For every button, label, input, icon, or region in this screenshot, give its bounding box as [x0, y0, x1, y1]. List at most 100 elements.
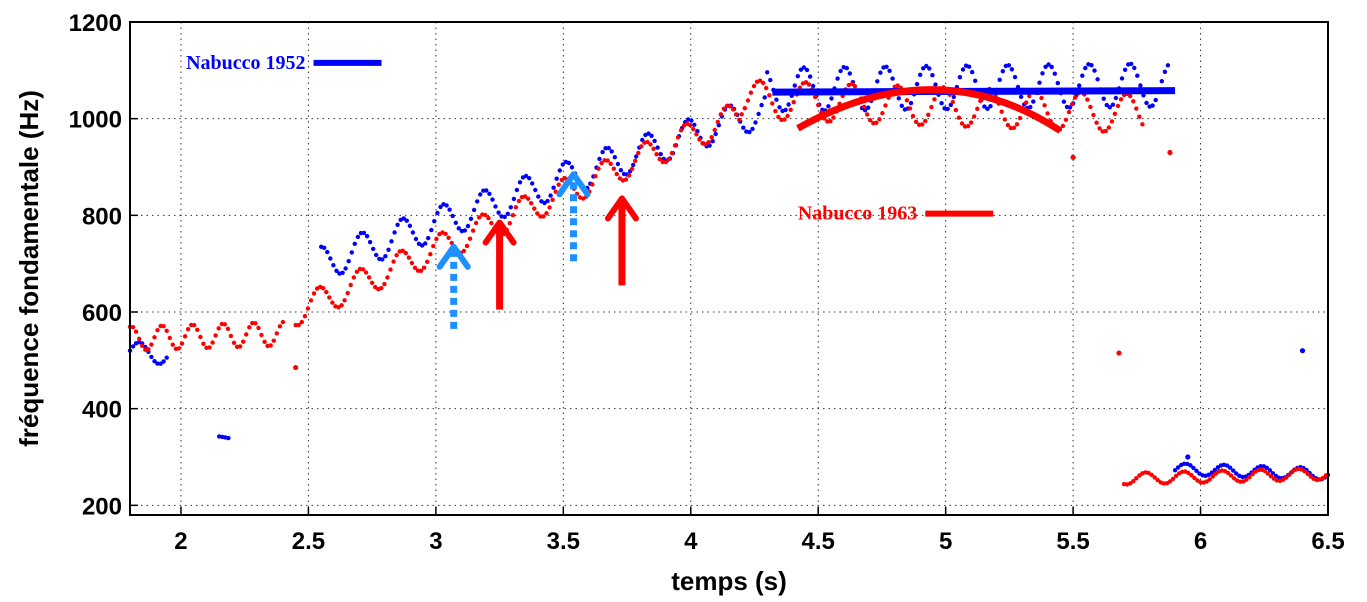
data-point [340, 270, 345, 275]
outlier-point [1299, 348, 1306, 354]
data-point [507, 221, 512, 226]
data-point [369, 280, 375, 285]
data-point [741, 125, 746, 130]
data-point [1012, 74, 1018, 80]
data-point [617, 176, 623, 181]
data-point [426, 235, 431, 241]
data-point [522, 194, 528, 199]
data-point [1228, 473, 1234, 478]
data-point [1131, 99, 1136, 104]
data-point [1067, 105, 1073, 110]
data-point [345, 290, 350, 296]
data-point [464, 243, 470, 249]
data-point [1060, 123, 1066, 129]
data-point [910, 113, 916, 119]
data-point [675, 135, 681, 140]
data-point [1244, 477, 1249, 482]
data-point [413, 236, 419, 242]
data-point [1000, 69, 1005, 74]
data-point [600, 149, 605, 155]
data-point [394, 253, 399, 258]
data-point [351, 275, 356, 280]
data-point [1210, 474, 1216, 479]
data-point [692, 122, 697, 128]
data-point [1052, 71, 1058, 76]
data-point [551, 185, 556, 190]
data-point [429, 227, 434, 233]
data-point [1132, 65, 1137, 71]
data-point [176, 346, 182, 351]
data-point [742, 106, 747, 111]
data-point [1305, 471, 1310, 476]
data-point [804, 67, 810, 73]
data-point [932, 97, 937, 102]
data-point [968, 120, 974, 125]
data-point [606, 145, 611, 151]
data-point [648, 142, 653, 147]
x-tick-label: 4 [684, 528, 698, 555]
data-point [678, 128, 684, 133]
data-point [415, 268, 421, 273]
arrow-head [604, 195, 639, 222]
data-point [651, 146, 656, 151]
data-point [733, 112, 739, 117]
data-point [831, 115, 836, 120]
data-point [428, 252, 433, 257]
data-point [514, 187, 520, 193]
data-point [965, 124, 971, 129]
data-point [453, 220, 458, 225]
data-point [1005, 122, 1011, 128]
data-point [352, 241, 357, 246]
data-point [985, 106, 990, 112]
data-point [155, 328, 160, 333]
data-point [751, 83, 757, 89]
data-point [1094, 120, 1099, 125]
data-point [395, 222, 400, 227]
data-point [489, 220, 494, 226]
data-point [462, 228, 468, 233]
data-point [609, 149, 614, 154]
data-point [718, 112, 723, 117]
data-point [1037, 80, 1042, 85]
data-point [536, 194, 541, 199]
data-point [878, 70, 883, 75]
data-point [1170, 476, 1176, 482]
data-point [1287, 472, 1292, 477]
data-point [348, 282, 353, 288]
data-point [1011, 125, 1017, 130]
data-point [185, 327, 191, 332]
data-point [634, 154, 639, 159]
data-point [1192, 475, 1197, 481]
data-point [385, 275, 390, 280]
data-point [1112, 111, 1118, 117]
series-1 [127, 78, 1329, 487]
data-point [666, 156, 671, 162]
data-point [425, 259, 430, 264]
data-point [748, 90, 754, 95]
data-point [697, 137, 702, 142]
data-point [324, 289, 329, 295]
data-point [410, 230, 416, 235]
data-point [914, 81, 920, 87]
data-point [924, 63, 929, 69]
data-point [207, 345, 212, 350]
data-point [982, 104, 987, 109]
data-point [1284, 475, 1289, 480]
data-point [792, 83, 797, 88]
data-point [535, 211, 540, 216]
data-point [432, 219, 437, 224]
data-point [1101, 96, 1106, 101]
tick-labels: 2 2.5 3 3.5 4 4.5 5 5.5 6 6.5 200 400 600 800 1000 1200 [69, 10, 1345, 555]
data-point [694, 132, 699, 137]
data-point [597, 156, 602, 162]
data-point [308, 298, 314, 303]
data-point [1109, 119, 1115, 124]
data-point [192, 323, 197, 328]
data-point [1046, 62, 1051, 67]
data-point [978, 98, 983, 104]
data-point [1103, 128, 1108, 134]
legend: Nabucco 1952 Nabucco 1963 [186, 52, 994, 225]
data-point [829, 96, 834, 101]
data-point [957, 75, 963, 80]
data-point [737, 117, 742, 123]
